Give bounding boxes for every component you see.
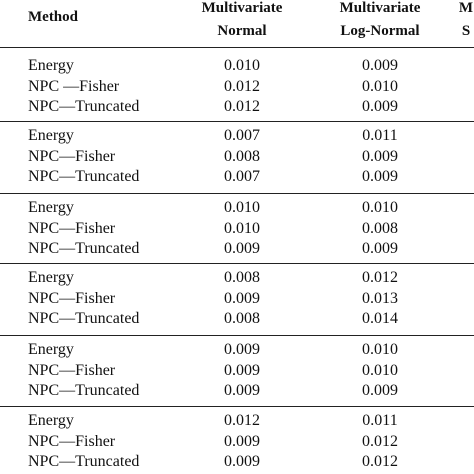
method-cell: Energy [28,341,74,358]
value-cell: 0.008 [224,269,260,286]
column-header: M [458,0,474,16]
column-header: Method [28,9,78,25]
method-cell: NPC—Truncated [28,98,140,115]
value-cell: 0.010 [362,199,398,216]
value-cell: 0.009 [362,168,398,185]
value-cell: 0.007 [224,127,260,144]
method-cell: NPC—Fisher [28,289,116,307]
method-cell: NPC—Fisher [28,219,116,237]
value-cell: 0.009 [224,382,260,399]
method-cell: NPC—Fisher [28,432,116,450]
column-header: Log-Normal [340,23,420,39]
value-cell: 0.012 [362,432,398,450]
value-cell: 0.010 [224,57,260,74]
column-header: S [461,23,471,39]
value-cell: 0.009 [224,240,260,257]
row-divider [0,335,474,336]
row-divider [0,406,474,407]
method-cell: NPC—Fisher [28,147,116,165]
value-cell: 0.009 [362,57,398,74]
value-cell: 0.008 [362,219,398,237]
method-cell: NPC—Truncated [28,168,140,185]
value-cell: 0.009 [224,432,260,450]
method-cell: Energy [28,269,74,286]
method-cell: NPC—Truncated [28,240,140,257]
method-cell: NPC—Truncated [28,453,140,470]
method-cell: NPC—Fisher [28,361,116,379]
value-cell: 0.009 [224,361,260,379]
value-cell: 0.008 [224,310,260,327]
value-cell: 0.012 [362,269,398,286]
value-cell: 0.009 [224,341,260,358]
value-cell: 0.008 [224,147,260,165]
row-divider [0,47,474,48]
value-cell: 0.010 [362,77,398,95]
row-divider [0,121,474,122]
value-cell: 0.007 [224,168,260,185]
value-cell: 0.012 [224,98,260,115]
row-divider [0,193,474,194]
value-cell: 0.009 [362,147,398,165]
method-cell: NPC —Fisher [28,77,120,95]
value-cell: 0.010 [362,341,398,358]
column-header: Multivariate [339,0,421,16]
method-cell: NPC—Truncated [28,310,140,327]
value-cell: 0.011 [362,412,398,429]
value-cell: 0.012 [224,77,260,95]
method-cell: NPC—Truncated [28,382,140,399]
value-cell: 0.009 [224,453,260,470]
column-header: Normal [217,23,267,39]
column-header: Multivariate [201,0,283,16]
value-cell: 0.012 [224,412,260,429]
row-divider [0,263,474,264]
value-cell: 0.009 [362,98,398,115]
value-cell: 0.009 [362,240,398,257]
method-cell: Energy [28,57,74,74]
method-cell: Energy [28,412,74,429]
value-cell: 0.011 [362,127,398,144]
value-cell: 0.013 [362,289,398,307]
value-cell: 0.012 [362,453,398,470]
value-cell: 0.009 [224,289,260,307]
value-cell: 0.014 [362,310,398,327]
method-cell: Energy [28,127,74,144]
value-cell: 0.009 [362,382,398,399]
value-cell: 0.010 [224,199,260,216]
method-cell: Energy [28,199,74,216]
value-cell: 0.010 [362,361,398,379]
value-cell: 0.010 [224,219,260,237]
